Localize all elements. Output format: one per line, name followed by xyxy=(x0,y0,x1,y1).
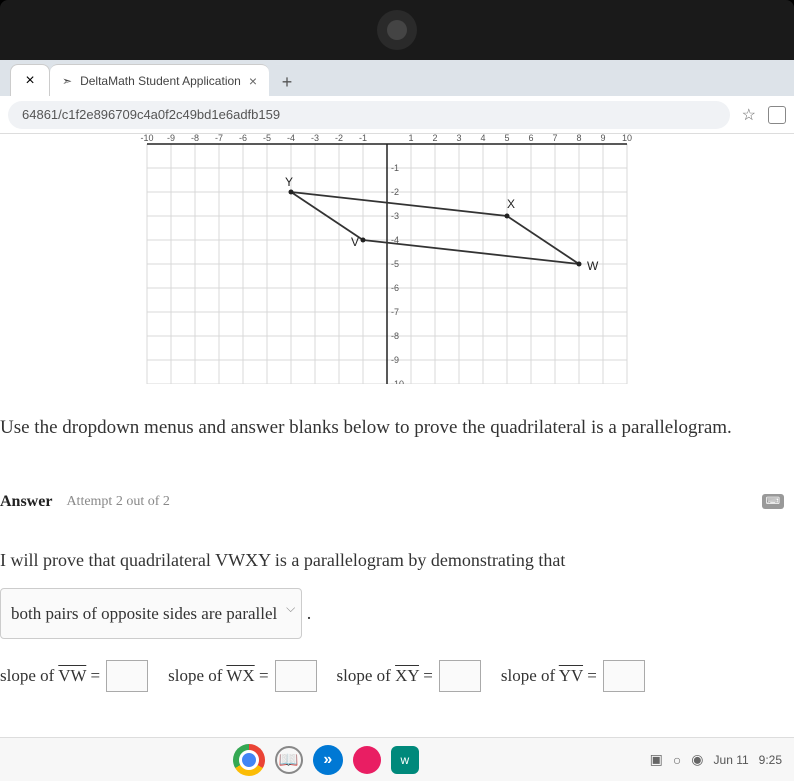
svg-text:-3: -3 xyxy=(391,211,399,221)
slope-input-blank[interactable] xyxy=(106,660,148,692)
slope-input-blank[interactable] xyxy=(275,660,317,692)
svg-text:7: 7 xyxy=(552,134,557,143)
svg-text:-7: -7 xyxy=(215,134,223,143)
tray-time: 9:25 xyxy=(759,753,782,767)
tray-date: Jun 11 xyxy=(714,753,749,767)
keyboard-icon[interactable]: ⌨ xyxy=(762,494,784,509)
page-content: -10-9-8-7-6-5-4-3-2-112345678910-1-2-3-4… xyxy=(0,134,794,695)
slopes-row: slope of VW = slope of WX = slope of XY … xyxy=(0,657,794,694)
svg-text:-5: -5 xyxy=(391,259,399,269)
svg-text:-9: -9 xyxy=(167,134,175,143)
app-icon-2[interactable] xyxy=(353,746,381,774)
bookmark-star-icon[interactable]: ☆ xyxy=(738,105,760,125)
svg-text:-1: -1 xyxy=(359,134,367,143)
svg-text:8: 8 xyxy=(576,134,581,143)
tray-icon-2[interactable]: ○ xyxy=(673,752,681,768)
app-icon-1[interactable]: 📖 xyxy=(275,746,303,774)
graph-svg: -10-9-8-7-6-5-4-3-2-112345678910-1-2-3-4… xyxy=(137,134,657,384)
svg-text:-3: -3 xyxy=(311,134,319,143)
svg-text:-7: -7 xyxy=(391,307,399,317)
extension-icon[interactable] xyxy=(768,106,786,124)
proof-method-dropdown[interactable]: both pairs of opposite sides are paralle… xyxy=(0,588,302,639)
app-icon-forward[interactable]: » xyxy=(313,745,343,775)
slope-label: slope of YV = xyxy=(501,657,597,694)
svg-text:-6: -6 xyxy=(239,134,247,143)
laptop-screen: × ➣ DeltaMath Student Application × + 64… xyxy=(0,0,794,781)
slope-item: slope of VW = xyxy=(0,657,148,694)
slope-item: slope of WX = xyxy=(168,657,316,694)
app-icon-3[interactable]: w xyxy=(391,746,419,774)
svg-text:2: 2 xyxy=(432,134,437,143)
webcam xyxy=(377,10,417,50)
svg-text:Y: Y xyxy=(285,175,293,189)
svg-text:-6: -6 xyxy=(391,283,399,293)
slope-item: slope of XY = xyxy=(337,657,481,694)
svg-text:-9: -9 xyxy=(391,355,399,365)
svg-text:1: 1 xyxy=(408,134,413,143)
slope-input-blank[interactable] xyxy=(603,660,645,692)
os-taskbar: 📖 » w ▣ ○ ◉ Jun 11 9:25 xyxy=(0,737,794,781)
svg-text:-2: -2 xyxy=(391,187,399,197)
instruction-text: Use the dropdown menus and answer blanks… xyxy=(0,414,794,443)
svg-text:-4: -4 xyxy=(287,134,295,143)
close-icon: × xyxy=(25,72,34,90)
svg-text:4: 4 xyxy=(480,134,485,143)
svg-text:6: 6 xyxy=(528,134,533,143)
svg-text:-10: -10 xyxy=(391,379,404,384)
svg-text:-1: -1 xyxy=(391,163,399,173)
svg-text:-8: -8 xyxy=(391,331,399,341)
url-text: 64861/c1f2e896709c4a0f2c49bd1e6adfb159 xyxy=(22,107,280,122)
answer-header: Answer Attempt 2 out of 2 ⌨ xyxy=(0,493,794,511)
slope-label: slope of XY = xyxy=(337,657,433,694)
tab-strip: × ➣ DeltaMath Student Application × + xyxy=(0,60,794,96)
svg-text:-5: -5 xyxy=(263,134,271,143)
prev-tab-close[interactable]: × xyxy=(10,64,50,96)
tray-icon-3[interactable]: ◉ xyxy=(691,751,703,768)
svg-text:X: X xyxy=(507,197,515,211)
svg-text:5: 5 xyxy=(504,134,509,143)
browser-tab-active[interactable]: ➣ DeltaMath Student Application × xyxy=(50,64,269,96)
slope-item: slope of YV = xyxy=(501,657,645,694)
svg-text:-10: -10 xyxy=(140,134,153,143)
slope-label: slope of VW = xyxy=(0,657,100,694)
chrome-icon[interactable] xyxy=(233,744,265,776)
instruction-block: Use the dropdown menus and answer blanks… xyxy=(0,404,794,695)
proof-block: I will prove that quadrilateral VWXY is … xyxy=(0,541,794,695)
url-input[interactable]: 64861/c1f2e896709c4a0f2c49bd1e6adfb159 xyxy=(8,101,730,129)
svg-text:V: V xyxy=(351,235,359,249)
svg-text:9: 9 xyxy=(600,134,605,143)
answer-label: Answer xyxy=(0,493,52,511)
svg-text:-2: -2 xyxy=(335,134,343,143)
slope-label: slope of WX = xyxy=(168,657,268,694)
system-tray: ▣ ○ ◉ Jun 11 9:25 xyxy=(650,751,782,768)
browser-viewport: × ➣ DeltaMath Student Application × + 64… xyxy=(0,60,794,781)
svg-text:10: 10 xyxy=(622,134,632,143)
svg-text:-8: -8 xyxy=(191,134,199,143)
tab-title: DeltaMath Student Application xyxy=(80,74,241,88)
attempt-text: Attempt 2 out of 2 xyxy=(66,494,169,510)
coordinate-graph: -10-9-8-7-6-5-4-3-2-112345678910-1-2-3-4… xyxy=(0,134,794,404)
new-tab-button[interactable]: + xyxy=(273,68,301,96)
address-bar: 64861/c1f2e896709c4a0f2c49bd1e6adfb159 ☆ xyxy=(0,96,794,134)
laptop-bezel xyxy=(0,0,794,60)
proof-period: . xyxy=(307,603,312,623)
tray-icon-1[interactable]: ▣ xyxy=(650,751,663,768)
slope-input-blank[interactable] xyxy=(439,660,481,692)
tab-favicon-icon: ➣ xyxy=(62,74,72,88)
dropdown-value: both pairs of opposite sides are paralle… xyxy=(11,604,277,623)
proof-line-1: I will prove that quadrilateral VWXY is … xyxy=(0,541,794,581)
svg-text:W: W xyxy=(587,259,599,273)
svg-text:3: 3 xyxy=(456,134,461,143)
close-tab-icon[interactable]: × xyxy=(249,73,257,89)
